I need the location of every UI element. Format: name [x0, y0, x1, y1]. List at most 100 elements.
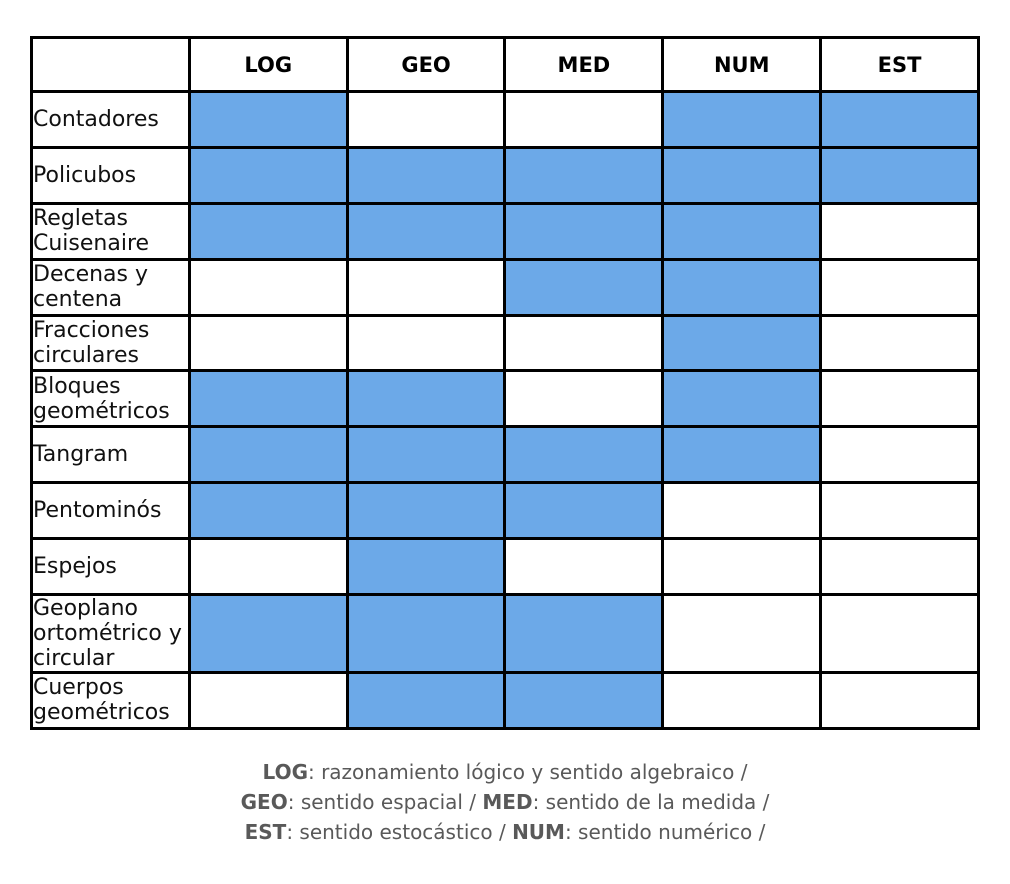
matrix-cell — [187, 481, 349, 541]
matrix-cell — [345, 593, 507, 675]
matrix-cell — [819, 593, 980, 675]
legend-abbr: GEO — [240, 790, 288, 814]
matrix-cell — [503, 201, 665, 261]
corner-cell — [30, 36, 191, 93]
matrix-cell — [661, 537, 823, 597]
matrix-cell — [187, 671, 349, 730]
matrix-cell — [661, 369, 823, 429]
matrix-cell — [819, 201, 980, 261]
matrix-cell — [345, 201, 507, 261]
row-label: Decenas y centena — [30, 257, 191, 317]
matrix-cell — [503, 90, 665, 149]
legend-text: : sentido de la medida / — [532, 790, 770, 814]
legend: LOG: razonamiento lógico y sentido algeb… — [0, 757, 1010, 847]
column-header-log: LOG — [187, 36, 349, 93]
legend-line: LOG: razonamiento lógico y sentido algeb… — [0, 757, 1010, 787]
matrix-cell — [345, 90, 507, 149]
column-header-geo: GEO — [345, 36, 507, 93]
column-header-num: NUM — [661, 36, 823, 93]
matrix-cell — [819, 90, 980, 149]
matrix-cell — [187, 593, 349, 675]
row-label: Policubos — [30, 145, 191, 205]
legend-line: EST: sentido estocástico / NUM: sentido … — [0, 817, 1010, 847]
matrix-cell — [187, 369, 349, 429]
materials-senses-table: LOG GEO MED NUM EST Contadores Policubos Regle… — [30, 36, 980, 730]
matrix-cell — [187, 257, 349, 317]
matrix-cell — [345, 425, 507, 485]
matrix-cell — [187, 201, 349, 261]
matrix-cell — [819, 425, 980, 485]
matrix-cell — [503, 313, 665, 373]
matrix-cell — [819, 537, 980, 597]
header-row: LOG GEO MED NUM EST — [30, 36, 980, 93]
matrix-cell — [661, 257, 823, 317]
matrix-cell — [661, 313, 823, 373]
matrix-cell — [345, 313, 507, 373]
table-row: Bloques geométricos — [30, 369, 980, 429]
row-label: Bloques geométricos — [30, 369, 191, 429]
table-row: Espejos — [30, 537, 980, 597]
matrix-cell — [187, 537, 349, 597]
table-body: Contadores Policubos Regletas Cuisenaire De… — [30, 90, 980, 730]
matrix-cell — [661, 593, 823, 675]
row-label: Tangram — [30, 425, 191, 485]
table-row: Tangram — [30, 425, 980, 485]
row-label: Fracciones circulares — [30, 313, 191, 373]
legend-text: : sentido numérico / — [564, 820, 766, 844]
matrix-cell — [345, 537, 507, 597]
column-header-med: MED — [503, 36, 665, 93]
row-label: Regletas Cuisenaire — [30, 201, 191, 261]
row-label: Espejos — [30, 537, 191, 597]
matrix-cell — [187, 425, 349, 485]
legend-abbr: LOG — [262, 760, 308, 784]
matrix-cell — [503, 425, 665, 485]
table-row: Cuerpos geométricos — [30, 671, 980, 730]
matrix-cell — [503, 257, 665, 317]
table-row: Contadores — [30, 90, 980, 149]
matrix-cell — [345, 145, 507, 205]
matrix-cell — [661, 145, 823, 205]
table-row: Decenas y centena — [30, 257, 980, 317]
legend-text: : sentido espacial / — [287, 790, 483, 814]
matrix-cell — [503, 369, 665, 429]
matrix-cell — [661, 90, 823, 149]
matrix-cell — [819, 145, 980, 205]
matrix-cell — [661, 671, 823, 730]
matrix-cell — [819, 671, 980, 730]
matrix-cell — [503, 481, 665, 541]
matrix-cell — [819, 313, 980, 373]
column-header-est: EST — [819, 36, 980, 93]
legend-line: GEO: sentido espacial / MED: sentido de … — [0, 787, 1010, 817]
matrix-cell — [187, 145, 349, 205]
table-row: Pentominós — [30, 481, 980, 541]
matrix-cell — [819, 481, 980, 541]
matrix-cell — [345, 671, 507, 730]
matrix-cell — [661, 201, 823, 261]
table-row: Fracciones circulares — [30, 313, 980, 373]
row-label: Geoplano ortométrico y circular — [30, 593, 191, 675]
legend-text: : sentido estocástico / — [286, 820, 513, 844]
matrix-cell — [503, 537, 665, 597]
matrix-cell — [345, 481, 507, 541]
matrix-cell — [503, 593, 665, 675]
matrix-cell — [345, 369, 507, 429]
legend-abbr: NUM — [512, 820, 565, 844]
row-label: Cuerpos geométricos — [30, 671, 191, 730]
matrix-cell — [661, 425, 823, 485]
row-label: Pentominós — [30, 481, 191, 541]
materials-senses-table-wrap: LOG GEO MED NUM EST Contadores Policubos Regle… — [30, 36, 980, 730]
matrix-cell — [819, 257, 980, 317]
matrix-cell — [661, 481, 823, 541]
matrix-cell — [503, 145, 665, 205]
table-row: Regletas Cuisenaire — [30, 201, 980, 261]
legend-text: : razonamiento lógico y sentido algebrai… — [307, 760, 748, 784]
matrix-cell — [187, 90, 349, 149]
table-row: Geoplano ortométrico y circular — [30, 593, 980, 675]
row-label: Contadores — [30, 90, 191, 149]
matrix-cell — [503, 671, 665, 730]
table-row: Policubos — [30, 145, 980, 205]
legend-abbr: MED — [482, 790, 533, 814]
matrix-cell — [187, 313, 349, 373]
legend-abbr: EST — [244, 820, 287, 844]
matrix-cell — [345, 257, 507, 317]
